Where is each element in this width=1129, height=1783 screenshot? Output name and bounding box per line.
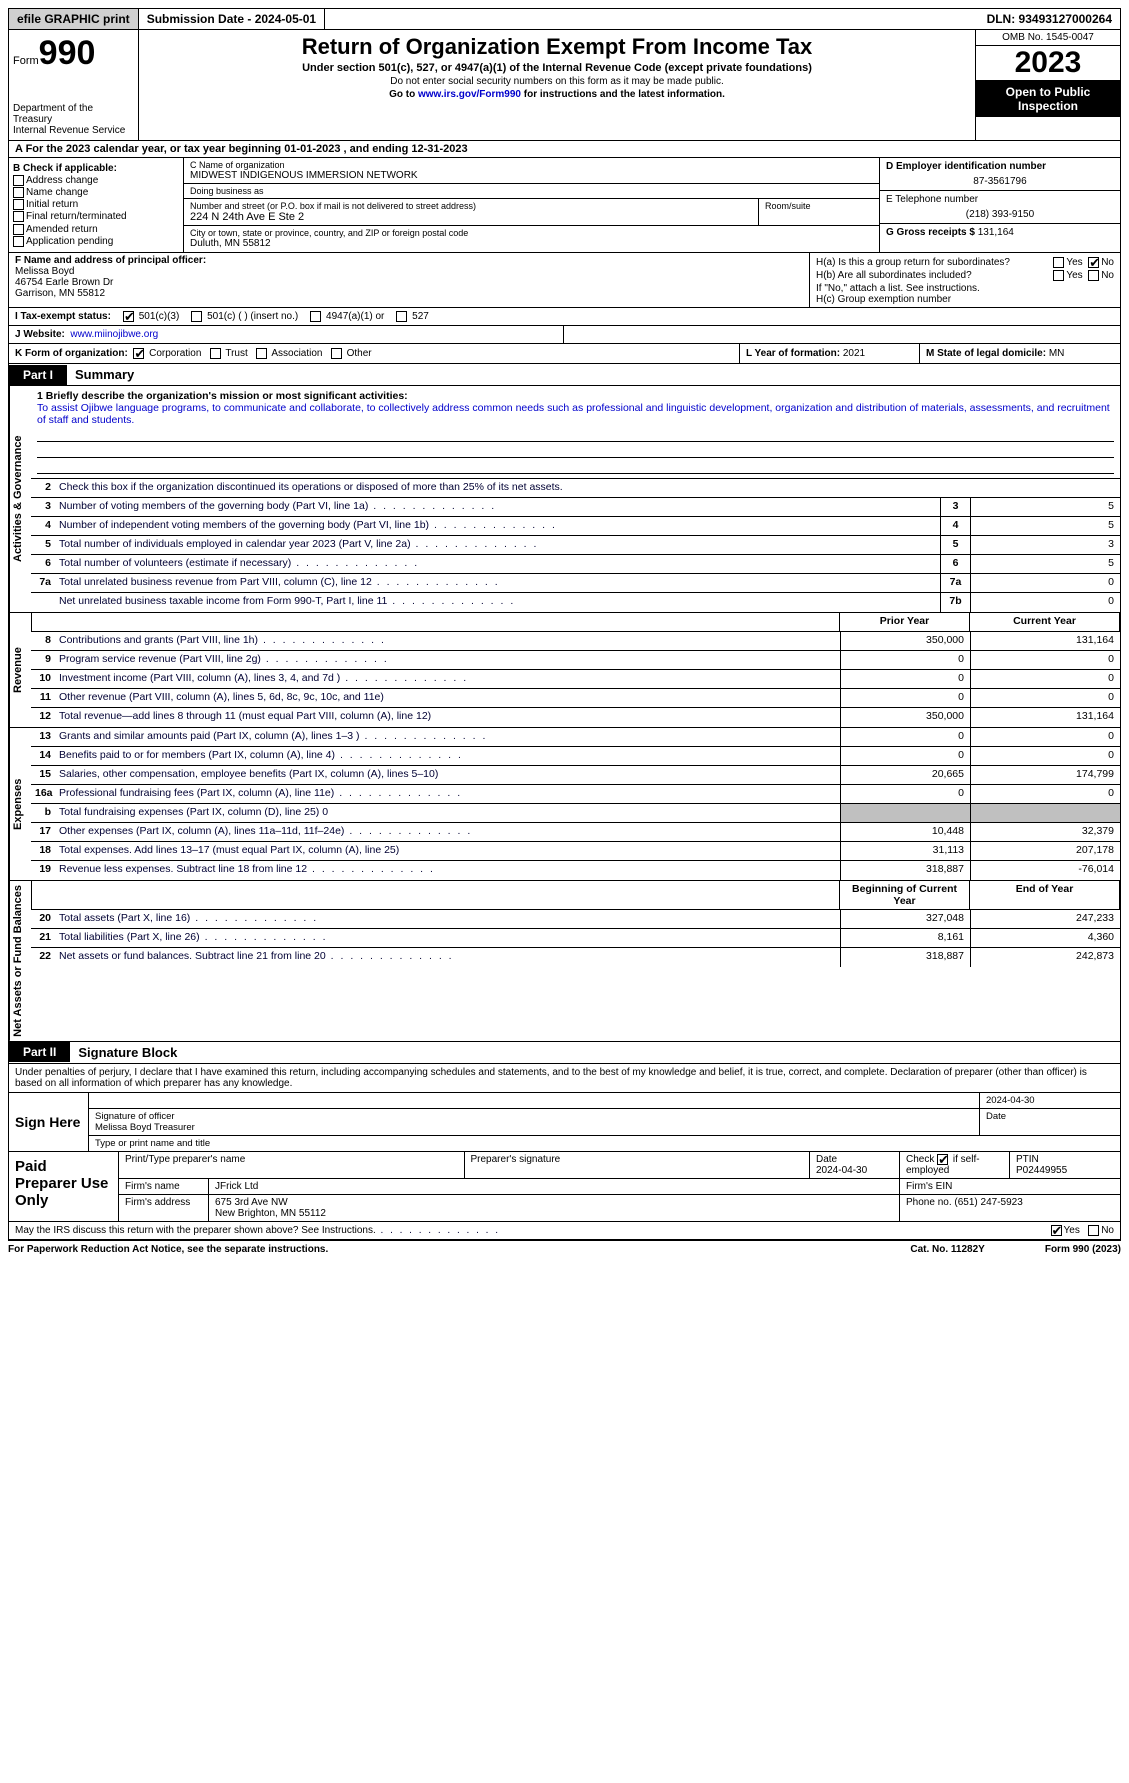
hb-yes[interactable]: [1053, 270, 1064, 281]
summary-expenses: Expenses 13Grants and similar amounts pa…: [8, 728, 1121, 881]
form-word: Form: [13, 55, 39, 67]
v7b: 0: [970, 593, 1120, 612]
no-ssn-note: Do not enter social security numbers on …: [147, 76, 967, 87]
dept-treasury: Department of the Treasury: [13, 103, 134, 125]
summary-revenue: Revenue Prior YearCurrent Year 8Contribu…: [8, 613, 1121, 728]
cb-501c3[interactable]: [123, 311, 134, 322]
row-a-calendar-year: A For the 2023 calendar year, or tax yea…: [8, 141, 1121, 158]
page-footer: For Paperwork Reduction Act Notice, see …: [8, 1240, 1121, 1258]
tax-year: 2023: [976, 46, 1120, 81]
v5: 3: [970, 536, 1120, 554]
part2-header: Part II Signature Block: [8, 1042, 1121, 1064]
cb-4947[interactable]: [310, 311, 321, 322]
cb-self-employed[interactable]: [937, 1154, 948, 1165]
section-h: H(a) Is this a group return for subordin…: [810, 253, 1120, 307]
form-subtitle: Under section 501(c), 527, or 4947(a)(1)…: [147, 62, 967, 74]
street: 224 N 24th Ave E Ste 2: [190, 211, 752, 223]
form-number: 990: [39, 34, 96, 72]
paid-preparer-block: Paid Preparer Use Only Print/Type prepar…: [8, 1152, 1121, 1222]
goto-line: Go to www.irs.gov/Form990 for instructio…: [147, 89, 967, 100]
gross-receipts: 131,164: [978, 227, 1014, 238]
ptin: P02449955: [1016, 1165, 1067, 1176]
discuss-yes[interactable]: [1051, 1225, 1062, 1236]
cb-address-change[interactable]: Address change: [13, 175, 179, 186]
hb-no[interactable]: [1088, 270, 1099, 281]
irs: Internal Revenue Service: [13, 125, 134, 136]
mission-text: To assist Ojibwe language programs, to c…: [37, 402, 1114, 426]
website[interactable]: www.miinojibwe.org: [70, 329, 158, 340]
cb-trust[interactable]: [210, 348, 221, 359]
v7a: 0: [970, 574, 1120, 592]
v4: 5: [970, 517, 1120, 535]
v6: 5: [970, 555, 1120, 573]
ein: 87-3561796: [886, 176, 1114, 187]
cb-amended[interactable]: Amended return: [13, 224, 179, 235]
cb-corp[interactable]: [133, 348, 144, 359]
cb-assoc[interactable]: [256, 348, 267, 359]
ha-yes[interactable]: [1053, 257, 1064, 268]
section-c: C Name of organization MIDWEST INDIGENOU…: [184, 158, 880, 252]
officer-sig-name: Melissa Boyd Treasurer: [95, 1122, 195, 1133]
row-k: K Form of organization: Corporation Trus…: [8, 344, 1121, 364]
cb-other[interactable]: [331, 348, 342, 359]
row-i: I Tax-exempt status: 501(c)(3) 501(c) ( …: [8, 308, 1121, 326]
part1-header: Part I Summary: [8, 364, 1121, 386]
cb-final-return[interactable]: Final return/terminated: [13, 211, 179, 222]
cb-501c[interactable]: [191, 311, 202, 322]
officer-addr2: Garrison, MN 55812: [15, 288, 803, 299]
org-name: MIDWEST INDIGENOUS IMMERSION NETWORK: [190, 170, 873, 181]
firm-name: JFrick Ltd: [209, 1179, 900, 1194]
signature-declaration: Under penalties of perjury, I declare th…: [8, 1064, 1121, 1093]
sig-date: 2024-04-30: [980, 1093, 1120, 1108]
form-title: Return of Organization Exempt From Incom…: [147, 34, 967, 60]
cb-initial-return[interactable]: Initial return: [13, 199, 179, 210]
form-header: Form990 Department of the Treasury Inter…: [8, 30, 1121, 141]
submission-date: Submission Date - 2024-05-01: [139, 9, 325, 29]
firm-addr: 675 3rd Ave NW: [215, 1197, 288, 1208]
top-bar: efile GRAPHIC print Submission Date - 20…: [8, 8, 1121, 30]
firm-phone: (651) 247-5923: [954, 1197, 1022, 1208]
summary-netassets: Net Assets or Fund Balances Beginning of…: [8, 881, 1121, 1042]
row-j: J Website: www.miinojibwe.org: [8, 326, 1121, 344]
section-b: B Check if applicable: Address change Na…: [9, 158, 184, 252]
discuss-no[interactable]: [1088, 1225, 1099, 1236]
city-state-zip: Duluth, MN 55812: [190, 238, 873, 249]
dln: DLN: 93493127000264: [979, 9, 1120, 29]
cb-527[interactable]: [396, 311, 407, 322]
block-bcd: B Check if applicable: Address change Na…: [8, 158, 1121, 253]
cb-app-pending[interactable]: Application pending: [13, 236, 179, 247]
row-discuss: May the IRS discuss this return with the…: [8, 1222, 1121, 1240]
v3: 5: [970, 498, 1120, 516]
ha-no[interactable]: [1088, 257, 1099, 268]
irs-link[interactable]: www.irs.gov/Form990: [418, 89, 521, 100]
sign-here-block: Sign Here 2024-04-30 Signature of office…: [8, 1093, 1121, 1152]
officer-addr1: 46754 Earle Brown Dr: [15, 277, 803, 288]
block-fh: F Name and address of principal officer:…: [8, 253, 1121, 308]
state-domicile: MN: [1049, 348, 1065, 359]
efile-label: efile GRAPHIC print: [9, 9, 139, 29]
year-formation: 2021: [843, 348, 865, 359]
omb-number: OMB No. 1545-0047: [976, 30, 1120, 46]
cb-name-change[interactable]: Name change: [13, 187, 179, 198]
telephone: (218) 393-9150: [886, 209, 1114, 220]
section-d: D Employer identification number 87-3561…: [880, 158, 1120, 252]
summary-governance: Activities & Governance 1 Briefly descri…: [8, 386, 1121, 613]
officer-name: Melissa Boyd: [15, 266, 803, 277]
open-to-public: Open to Public Inspection: [976, 81, 1120, 117]
